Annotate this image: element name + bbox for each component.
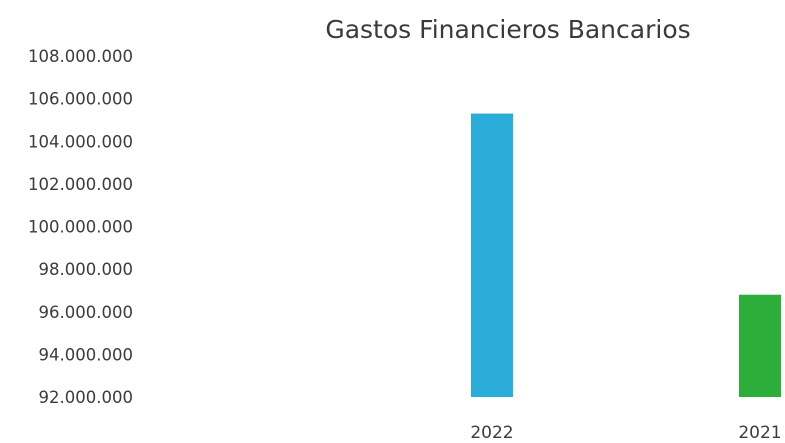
y-tick-label: 106.000.000 <box>28 90 133 109</box>
x-tick-label: 2021 <box>738 423 781 443</box>
y-tick-label: 98.000.000 <box>39 260 133 279</box>
y-axis-tick-labels: 108.000.000 106.000.000 104.000.000 102.000… <box>28 47 133 407</box>
bar-2021 <box>739 294 781 397</box>
y-tick-label: 104.000.000 <box>28 132 133 151</box>
y-tick-label: 100.000.000 <box>28 218 133 237</box>
y-tick-label: 102.000.000 <box>28 175 133 194</box>
x-tick-label: 2022 <box>470 423 513 443</box>
bars <box>471 113 781 397</box>
chart-title: Gastos Financieros Bancarios <box>325 15 690 44</box>
bar-2022 <box>471 113 513 397</box>
x-axis-tick-labels: 2022 2021 <box>470 423 781 443</box>
y-tick-label: 108.000.000 <box>28 47 133 66</box>
y-tick-label: 96.000.000 <box>39 303 133 322</box>
y-tick-label: 94.000.000 <box>39 345 133 364</box>
y-tick-label: 92.000.000 <box>39 388 133 407</box>
